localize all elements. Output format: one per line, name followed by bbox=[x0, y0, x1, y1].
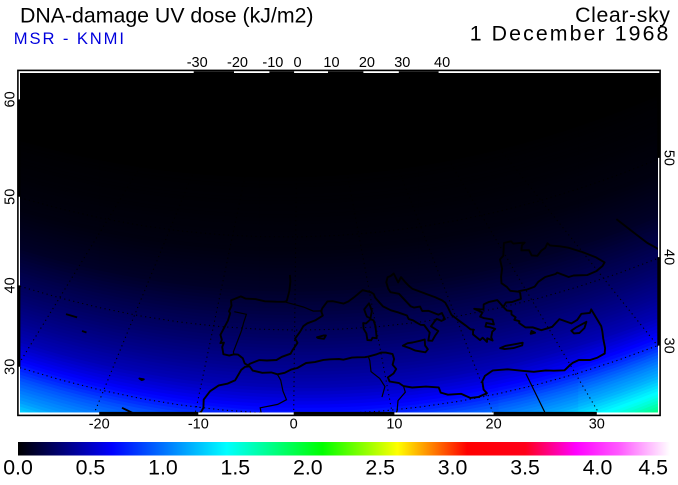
svg-text:4.5: 4.5 bbox=[638, 456, 668, 480]
svg-text:30: 30 bbox=[2, 359, 18, 375]
svg-text:Clear-sky: Clear-sky bbox=[575, 3, 670, 27]
svg-text:-20: -20 bbox=[89, 417, 110, 433]
svg-text:0.0: 0.0 bbox=[3, 456, 33, 480]
svg-text:40: 40 bbox=[660, 249, 676, 265]
svg-text:1.5: 1.5 bbox=[220, 456, 250, 480]
svg-text:30: 30 bbox=[589, 417, 605, 433]
svg-text:1 December 1968: 1 December 1968 bbox=[470, 21, 671, 45]
svg-text:20: 20 bbox=[359, 55, 375, 71]
svg-text:-30: -30 bbox=[187, 55, 208, 71]
svg-text:30: 30 bbox=[660, 338, 676, 354]
svg-text:50: 50 bbox=[660, 150, 676, 166]
svg-text:0: 0 bbox=[294, 55, 302, 71]
svg-text:60: 60 bbox=[2, 91, 18, 107]
svg-text:20: 20 bbox=[486, 417, 502, 433]
svg-text:40: 40 bbox=[434, 55, 450, 71]
svg-text:1.0: 1.0 bbox=[148, 456, 178, 480]
svg-text:2.0: 2.0 bbox=[293, 456, 323, 480]
svg-text:-10: -10 bbox=[188, 417, 209, 433]
svg-text:30: 30 bbox=[394, 55, 410, 71]
svg-text:50: 50 bbox=[2, 189, 18, 205]
svg-text:MSR - KNMI: MSR - KNMI bbox=[14, 29, 126, 48]
svg-text:40: 40 bbox=[2, 277, 18, 293]
svg-text:-10: -10 bbox=[262, 55, 283, 71]
svg-text:3.0: 3.0 bbox=[438, 456, 468, 480]
svg-text:10: 10 bbox=[323, 55, 339, 71]
svg-text:2.5: 2.5 bbox=[365, 456, 395, 480]
svg-text:3.5: 3.5 bbox=[510, 456, 540, 480]
svg-text:0.5: 0.5 bbox=[76, 456, 106, 480]
svg-text:-20: -20 bbox=[227, 55, 248, 71]
svg-text:0: 0 bbox=[290, 417, 298, 433]
svg-text:4.0: 4.0 bbox=[583, 456, 613, 480]
svg-text:DNA-damage UV dose (kJ/m2): DNA-damage UV dose (kJ/m2) bbox=[20, 4, 314, 28]
svg-text:10: 10 bbox=[386, 417, 402, 433]
